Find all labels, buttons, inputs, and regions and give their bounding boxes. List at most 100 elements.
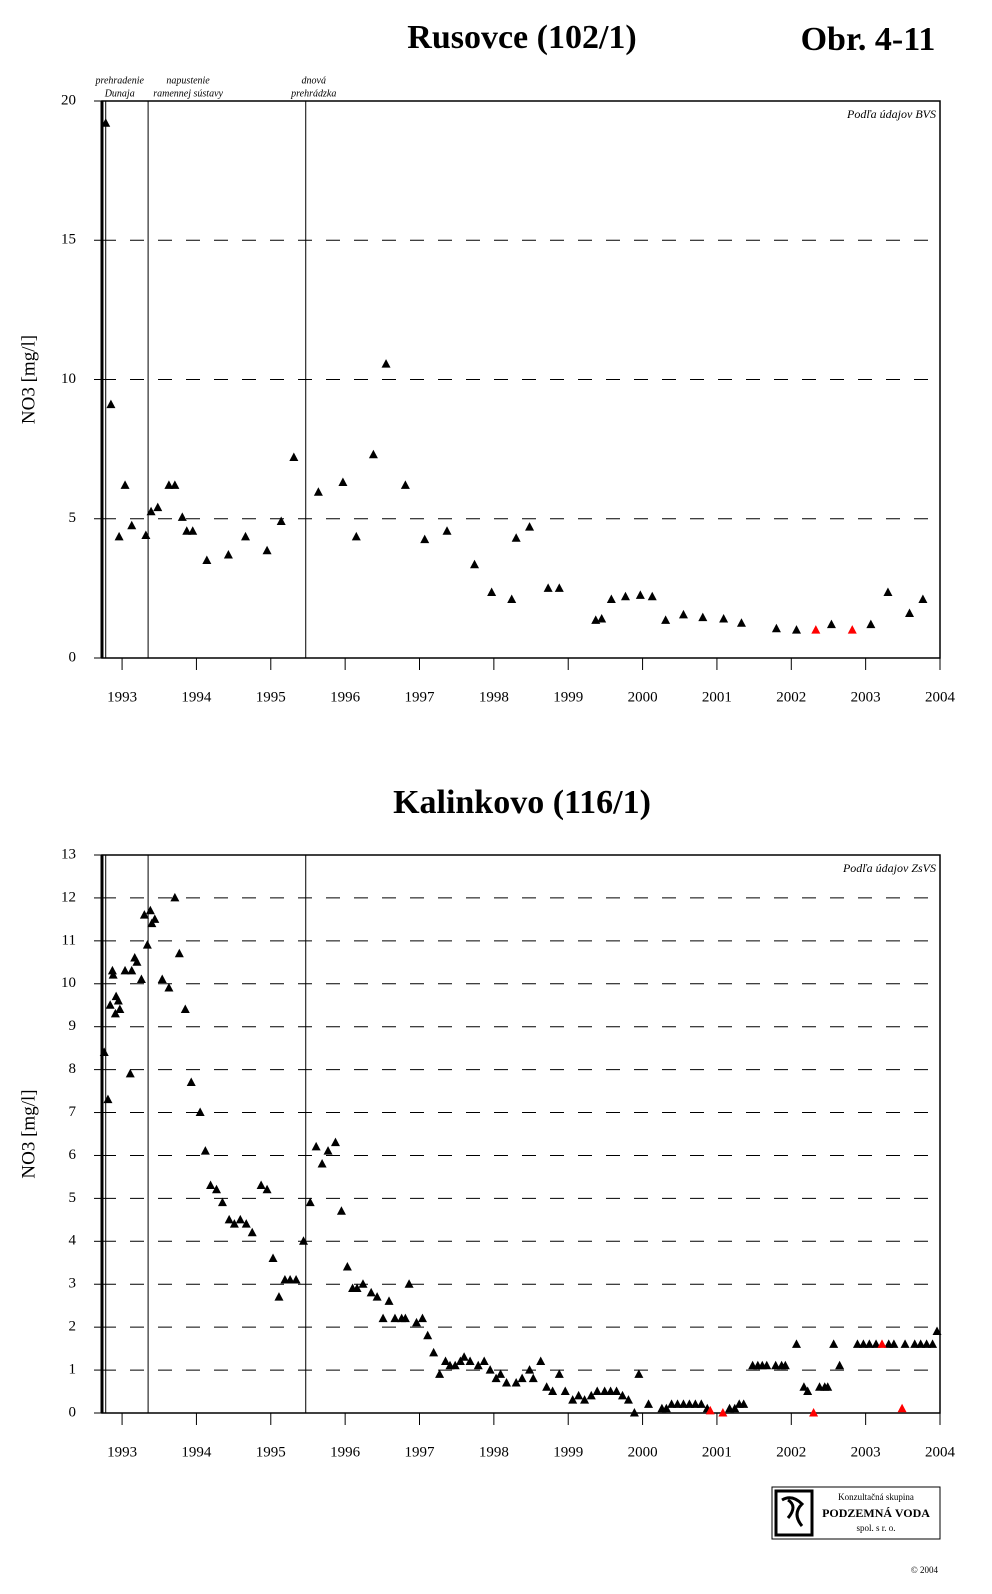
- marker: [809, 1408, 819, 1417]
- marker: [262, 545, 272, 555]
- x-tick-label: 1999: [553, 1444, 583, 1460]
- marker: [597, 614, 607, 623]
- marker: [115, 1004, 125, 1014]
- marker: [803, 1386, 813, 1396]
- marker: [696, 1399, 706, 1408]
- marker: [291, 1274, 301, 1284]
- marker: [378, 1313, 388, 1323]
- marker: [698, 612, 708, 622]
- x-tick-label: 1993: [107, 689, 137, 705]
- marker: [441, 1356, 451, 1365]
- marker: [450, 1360, 460, 1370]
- marker: [612, 1386, 622, 1396]
- y-tick-label: 12: [61, 889, 76, 905]
- marker: [141, 530, 151, 539]
- marker: [455, 1356, 465, 1365]
- x-tick-label: 1994: [181, 1444, 212, 1460]
- marker: [922, 1339, 932, 1348]
- marker: [105, 1000, 115, 1009]
- marker: [883, 587, 893, 597]
- marker: [536, 1356, 546, 1365]
- marker: [479, 1356, 489, 1365]
- marker: [623, 1395, 633, 1404]
- marker: [186, 1077, 196, 1086]
- y-tick-label: 10: [61, 371, 76, 387]
- marker: [823, 1382, 833, 1391]
- marker: [224, 1214, 234, 1224]
- marker: [629, 1408, 639, 1417]
- marker: [858, 1339, 868, 1348]
- marker: [905, 608, 915, 617]
- y-tick-label: 9: [69, 1018, 77, 1034]
- plot-frame: [101, 854, 941, 1414]
- x-tick-label: 1999: [553, 689, 583, 705]
- marker: [103, 1094, 113, 1104]
- marker: [617, 1390, 627, 1400]
- marker: [864, 1339, 874, 1348]
- x-tick-label: 1995: [256, 689, 286, 705]
- y-tick-label: 4: [69, 1233, 77, 1249]
- y-tick-label: 15: [61, 232, 76, 248]
- note: Podľa údajov BVS: [846, 107, 936, 121]
- y-tick-label: 0: [69, 1404, 77, 1420]
- marker: [918, 594, 928, 604]
- marker: [342, 1262, 352, 1271]
- marker: [739, 1399, 749, 1408]
- event-label: prehradenie: [94, 75, 144, 86]
- marker: [400, 1313, 410, 1323]
- chart-title: Kalinkovo (116/1): [393, 784, 651, 821]
- marker: [202, 555, 212, 565]
- marker: [317, 1159, 327, 1168]
- marker: [606, 594, 616, 604]
- marker: [897, 1403, 907, 1413]
- marker: [473, 1360, 483, 1370]
- marker: [182, 526, 192, 535]
- marker: [487, 587, 497, 597]
- marker: [299, 1236, 309, 1245]
- marker: [910, 1339, 920, 1348]
- marker: [212, 1184, 222, 1194]
- event-label: Dunaja: [104, 88, 135, 99]
- marker: [491, 1373, 501, 1383]
- y-tick-label: 20: [61, 92, 76, 108]
- marker: [108, 970, 118, 979]
- marker: [871, 1339, 881, 1348]
- x-tick-label: 2004: [925, 689, 956, 705]
- marker: [791, 1339, 801, 1348]
- marker: [381, 359, 391, 368]
- y-tick-label: 7: [69, 1104, 77, 1120]
- marker: [580, 1395, 590, 1404]
- marker: [338, 477, 348, 487]
- marker: [368, 449, 378, 459]
- logo-icon: [774, 1489, 814, 1537]
- marker: [164, 480, 174, 489]
- marker: [195, 1107, 205, 1117]
- marker: [554, 1369, 564, 1378]
- y-tick-label: 8: [69, 1061, 77, 1077]
- marker: [336, 1206, 346, 1215]
- marker: [174, 948, 184, 958]
- marker: [223, 549, 233, 559]
- marker: [511, 533, 521, 542]
- logo-text: PODZEMNÁ VODA: [822, 1506, 930, 1520]
- marker: [241, 1219, 251, 1228]
- marker: [268, 1253, 278, 1262]
- chart: Rusovce (102/1) NO3 [mg/l] Podľa údajov BV…: [18, 19, 955, 706]
- marker: [620, 591, 630, 601]
- marker: [120, 965, 130, 975]
- marker: [485, 1365, 495, 1374]
- x-tick-label: 1996: [330, 689, 361, 705]
- marker: [106, 399, 116, 409]
- marker: [543, 583, 553, 592]
- x-tick-label: 2003: [851, 689, 881, 705]
- marker: [305, 1197, 315, 1207]
- marker: [146, 506, 156, 516]
- marker: [423, 1330, 433, 1340]
- logo-swirl: [781, 1496, 805, 1527]
- marker: [358, 1279, 368, 1288]
- marker: [164, 983, 174, 992]
- marker: [99, 1047, 109, 1056]
- marker: [847, 625, 857, 634]
- marker: [289, 452, 299, 461]
- marker: [877, 1339, 887, 1348]
